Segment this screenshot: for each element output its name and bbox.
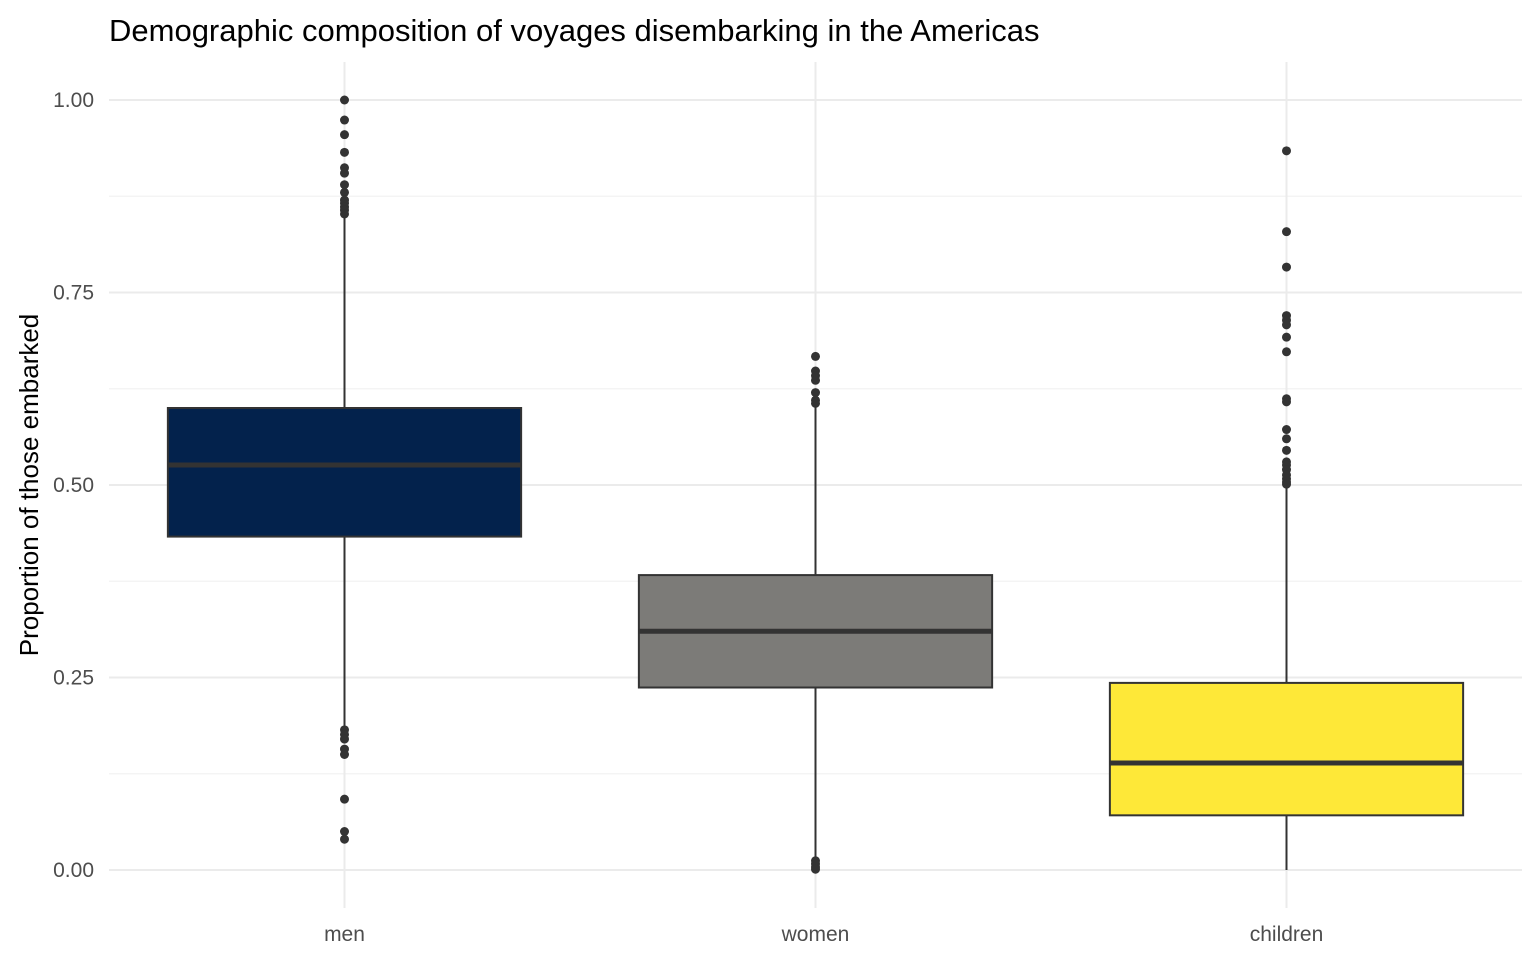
outlier-point xyxy=(340,209,349,219)
outlier-point xyxy=(340,180,349,190)
outlier-point xyxy=(1282,320,1291,330)
outlier-point xyxy=(1282,425,1291,435)
box-group-children xyxy=(1108,146,1465,870)
outlier-point xyxy=(811,375,820,385)
outlier-point xyxy=(340,834,349,844)
y-axis-label: Proportion of those embarked xyxy=(14,314,44,657)
outlier-point xyxy=(811,388,820,398)
y-tick-label: 0.00 xyxy=(53,859,94,882)
outlier-point xyxy=(1282,227,1291,237)
outlier-point xyxy=(340,168,349,178)
chart-title: Demographic composition of voyages disem… xyxy=(109,13,1039,48)
y-axis: 0.00 0.25 0.50 0.75 1.00 xyxy=(53,89,94,882)
outlier-point xyxy=(340,115,349,125)
outlier-point xyxy=(340,187,349,197)
outlier-point xyxy=(811,351,820,361)
outlier-point xyxy=(1282,479,1291,489)
outlier-point xyxy=(1282,397,1291,407)
outlier-point xyxy=(340,750,349,759)
outlier-point xyxy=(340,734,349,744)
y-tick-label: 0.75 xyxy=(53,282,94,305)
outlier-point xyxy=(811,398,820,408)
x-tick-label: women xyxy=(781,923,850,946)
x-axis: men women children xyxy=(324,923,1323,946)
boxes-layer xyxy=(166,95,1465,874)
outlier-point xyxy=(1282,347,1291,357)
outlier-point xyxy=(1282,332,1291,342)
outlier-point xyxy=(340,95,349,105)
outlier-point xyxy=(340,147,349,157)
iqr-box xyxy=(166,407,523,538)
iqr-box xyxy=(1108,681,1465,817)
y-tick-label: 1.00 xyxy=(53,89,94,112)
outlier-point xyxy=(1282,445,1291,455)
x-tick-label: children xyxy=(1250,923,1324,946)
x-tick-label: men xyxy=(324,923,365,946)
outlier-point xyxy=(340,794,349,804)
box-group-women xyxy=(637,351,994,874)
outlier-point xyxy=(1282,262,1291,272)
outlier-point xyxy=(1282,434,1291,444)
y-tick-label: 0.50 xyxy=(53,474,94,497)
outlier-point xyxy=(1282,146,1291,156)
y-tick-label: 0.25 xyxy=(53,667,94,690)
box-group-men xyxy=(166,95,523,844)
outlier-point xyxy=(340,827,349,836)
outlier-point xyxy=(811,864,820,874)
outlier-point xyxy=(340,130,349,140)
